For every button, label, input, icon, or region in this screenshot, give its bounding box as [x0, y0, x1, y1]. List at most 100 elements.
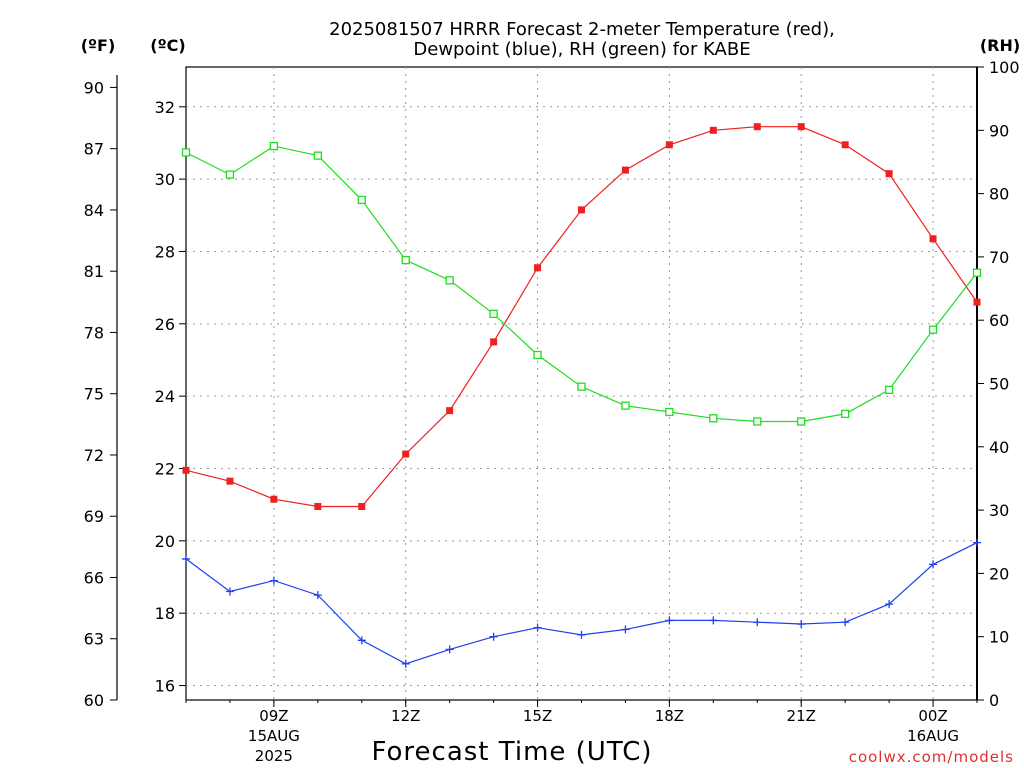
- dewpoint-point: [973, 538, 981, 547]
- x-tick-date-label: 16AUG: [907, 727, 959, 745]
- rh-point: [225, 170, 235, 179]
- temperature-point: [226, 477, 234, 485]
- temperature-point: [665, 141, 673, 149]
- rh-point: [445, 276, 454, 285]
- temperature-point: [314, 502, 322, 510]
- chart-title-line1: 2025081507 HRRR Forecast 2-meter Tempera…: [329, 19, 835, 40]
- temperature-point: [534, 264, 542, 272]
- x-axis-label: Forecast Time (UTC): [371, 737, 652, 767]
- x-tick-date-label: 15AUG: [248, 727, 300, 745]
- x-tick-label: 09Z: [259, 707, 288, 725]
- celsius-tick-label: 32: [155, 98, 175, 117]
- fahrenheit-tick-label: 78: [84, 323, 104, 342]
- rh-point: [709, 414, 718, 423]
- dewpoint-point: [665, 616, 674, 625]
- rh-point: [972, 268, 982, 277]
- rh-tick-label: 80: [989, 185, 1009, 204]
- rh-point: [313, 151, 322, 160]
- fahrenheit-tick-label: 81: [84, 262, 104, 281]
- celsius-tick-label: 28: [155, 242, 175, 261]
- celsius-tick-label: 30: [155, 170, 175, 189]
- temperature-line: [185, 126, 978, 508]
- rh-point: [928, 325, 938, 334]
- temperature-point: [709, 126, 717, 134]
- fahrenheit-tick-label: 87: [84, 140, 104, 159]
- celsius-tick-label: 22: [155, 460, 175, 479]
- fahrenheit-tick-label: 60: [84, 691, 104, 710]
- x-tick-label: 18Z: [655, 707, 684, 725]
- temperature-point: [182, 466, 190, 474]
- dewpoint-point: [269, 576, 278, 585]
- rh-tick-label: 90: [989, 121, 1009, 140]
- x-tick-label: 12Z: [391, 707, 420, 725]
- temperature-point: [841, 141, 849, 149]
- dewpoint-point: [621, 625, 630, 634]
- temperature-point: [446, 407, 454, 415]
- rh-tick-label: 60: [989, 311, 1009, 330]
- rh-point: [841, 409, 850, 419]
- x-tick-label: 21Z: [787, 707, 816, 725]
- grid-lines: [186, 67, 977, 700]
- rh-point: [621, 401, 630, 410]
- temperature-point: [358, 502, 366, 510]
- rh-point: [269, 141, 279, 151]
- fahrenheit-tick-label: 84: [84, 201, 104, 220]
- temperature-point: [402, 450, 410, 458]
- dewpoint-point: [797, 620, 806, 629]
- rh-point: [884, 385, 894, 394]
- fahrenheit-tick-label: 75: [84, 385, 104, 404]
- rh-point: [753, 417, 762, 426]
- temperature-point: [797, 123, 805, 131]
- celsius-tick-label: 20: [155, 532, 175, 551]
- x-tick-label: 00Z: [918, 707, 947, 725]
- celsius-axis-unit: (ºC): [150, 36, 185, 55]
- data-series: [181, 123, 982, 668]
- dewpoint-point: [401, 659, 410, 668]
- fahrenheit-tick-label: 72: [84, 446, 104, 465]
- fahrenheit-tick-label: 69: [84, 507, 104, 526]
- rh-tick-label: 20: [989, 564, 1009, 583]
- dewpoint-point: [357, 636, 366, 645]
- temperature-point: [270, 495, 278, 503]
- x-tick-label: 15Z: [523, 707, 552, 725]
- rh-tick-label: 0: [989, 691, 999, 710]
- fahrenheit-tick-label: 66: [84, 568, 104, 587]
- dewpoint-point: [445, 645, 454, 654]
- rh-point: [797, 417, 806, 426]
- rh-point: [489, 309, 498, 319]
- rh-tick-label: 40: [989, 438, 1009, 457]
- chart-title-line2: Dewpoint (blue), RH (green) for KABE: [413, 39, 750, 60]
- rh-tick-label: 100: [989, 58, 1020, 77]
- rh-point: [181, 148, 191, 157]
- celsius-tick-label: 24: [155, 387, 175, 406]
- temperature-point: [973, 298, 981, 306]
- dewpoint-point: [577, 630, 586, 639]
- celsius-tick-label: 18: [155, 604, 175, 623]
- rh-point: [357, 195, 366, 205]
- rh-tick-label: 10: [989, 628, 1009, 647]
- temperature-point: [578, 206, 585, 214]
- dewpoint-point: [709, 616, 718, 625]
- dewpoint-point: [929, 560, 938, 569]
- rh-tick-label: 50: [989, 375, 1009, 394]
- dewpoint-point: [313, 591, 322, 600]
- fahrenheit-tick-label: 90: [84, 78, 104, 97]
- rh-tick-label: 30: [989, 501, 1009, 520]
- rh-axis-unit: (RH): [980, 36, 1020, 55]
- dewpoint-line: [185, 542, 978, 665]
- dewpoint-point: [885, 600, 894, 609]
- temperature-point: [929, 235, 937, 243]
- x-tick-year-label: 2025: [255, 747, 293, 765]
- rh-point: [665, 407, 674, 417]
- dewpoint-point: [489, 632, 498, 641]
- fahrenheit-tick-label: 63: [84, 630, 104, 649]
- temperature-point: [490, 338, 498, 346]
- dewpoint-point: [182, 554, 190, 563]
- temperature-point: [885, 170, 893, 178]
- dewpoint-point: [533, 623, 542, 632]
- rh-tick-label: 70: [989, 248, 1009, 267]
- rh-line: [185, 145, 978, 423]
- credit-text: coolwx.com/models: [849, 748, 1014, 766]
- temperature-point: [753, 123, 761, 131]
